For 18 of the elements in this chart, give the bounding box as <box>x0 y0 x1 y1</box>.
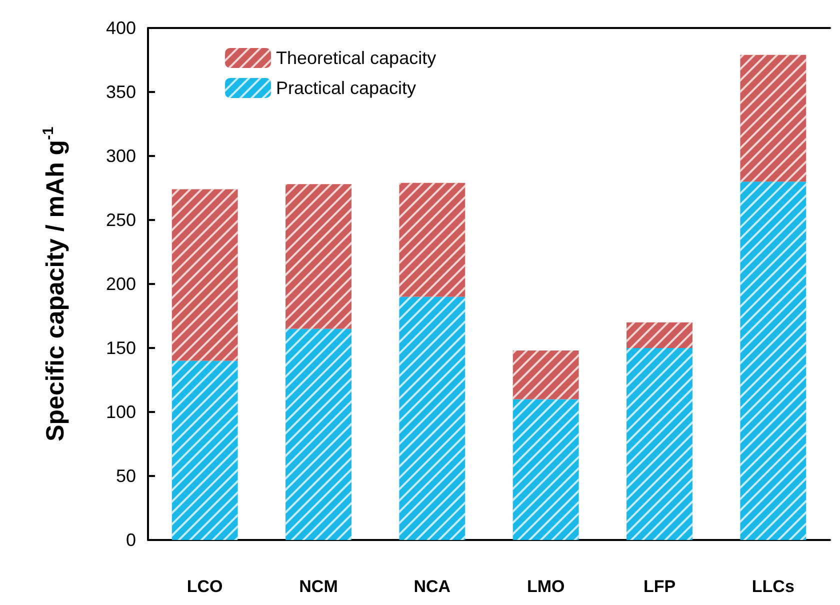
y-tick-label: 50 <box>116 466 136 486</box>
x-tick-label: LFP <box>643 577 676 596</box>
x-tick-label: LCO <box>186 577 223 596</box>
y-tick-label: 250 <box>106 210 136 230</box>
legend-label: Theoretical capacity <box>276 48 436 68</box>
x-tick-label: NCA <box>414 577 451 596</box>
y-tick-label: 150 <box>106 338 136 358</box>
y-tick-label: 100 <box>106 402 136 422</box>
y-tick-label: 0 <box>126 530 136 550</box>
y-tick-label: 400 <box>106 18 136 38</box>
y-tick-label: 200 <box>106 274 136 294</box>
x-tick-label: LLCs <box>752 577 794 596</box>
legend-label: Practical capacity <box>276 78 416 98</box>
x-tick-label: LMO <box>526 577 565 596</box>
y-tick-label: 300 <box>106 146 136 166</box>
y-axis-title: Specific capacity / mAh g-1 <box>40 126 70 442</box>
x-tick-label: NCM <box>299 577 338 596</box>
y-tick-label: 350 <box>106 82 136 102</box>
